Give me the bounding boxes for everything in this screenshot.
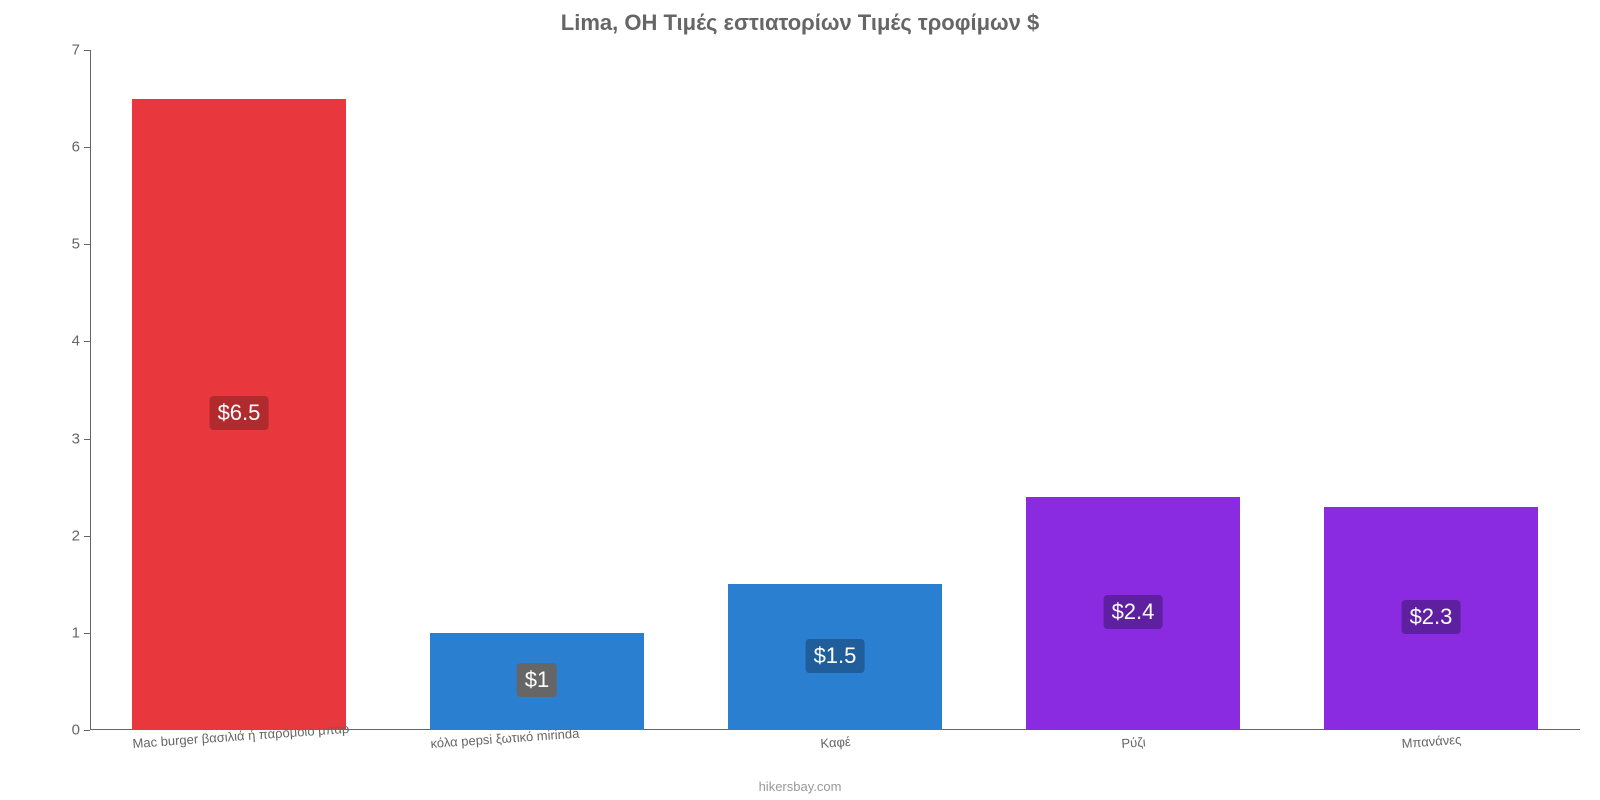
y-tick-mark: [84, 536, 90, 537]
y-tick-mark: [84, 147, 90, 148]
y-tick-label: 2: [50, 527, 80, 544]
x-tick-label: Ρύζι: [1121, 734, 1146, 751]
bar: $2.3: [1324, 507, 1539, 730]
bar: $1: [430, 633, 645, 730]
y-tick-label: 3: [50, 430, 80, 447]
y-tick-label: 1: [50, 624, 80, 641]
y-tick-label: 6: [50, 139, 80, 156]
y-tick-mark: [84, 341, 90, 342]
x-tick-label: Καφέ: [820, 734, 851, 751]
bar: $6.5: [132, 99, 347, 730]
x-tick-label: Μπανάνες: [1401, 732, 1462, 751]
y-tick-mark: [84, 439, 90, 440]
y-tick-mark: [84, 730, 90, 731]
bar: $1.5: [728, 584, 943, 730]
bar-value-label: $1: [517, 663, 557, 697]
y-tick-mark: [84, 244, 90, 245]
y-tick-label: 4: [50, 333, 80, 350]
bar-value-label: $1.5: [806, 639, 865, 673]
attribution-text: hikersbay.com: [0, 779, 1600, 794]
y-tick-label: 5: [50, 236, 80, 253]
bar-container: $6.5 $1 $1.5 $2.4 $2.3: [90, 50, 1580, 730]
chart-plot-area: $6.5$1$1.5$2.4$2.3 01234567: [90, 50, 1580, 730]
bar: $2.4: [1026, 497, 1241, 730]
chart-title: Lima, OH Τιμές εστιατορίων Τιμές τροφίμω…: [0, 0, 1600, 36]
y-tick-label: 7: [50, 42, 80, 59]
bar-value-label: $2.3: [1402, 600, 1461, 634]
bar-value-label: $6.5: [210, 396, 269, 430]
y-tick-label: 0: [50, 722, 80, 739]
y-tick-mark: [84, 50, 90, 51]
bar-value-label: $2.4: [1104, 595, 1163, 629]
y-tick-mark: [84, 633, 90, 634]
